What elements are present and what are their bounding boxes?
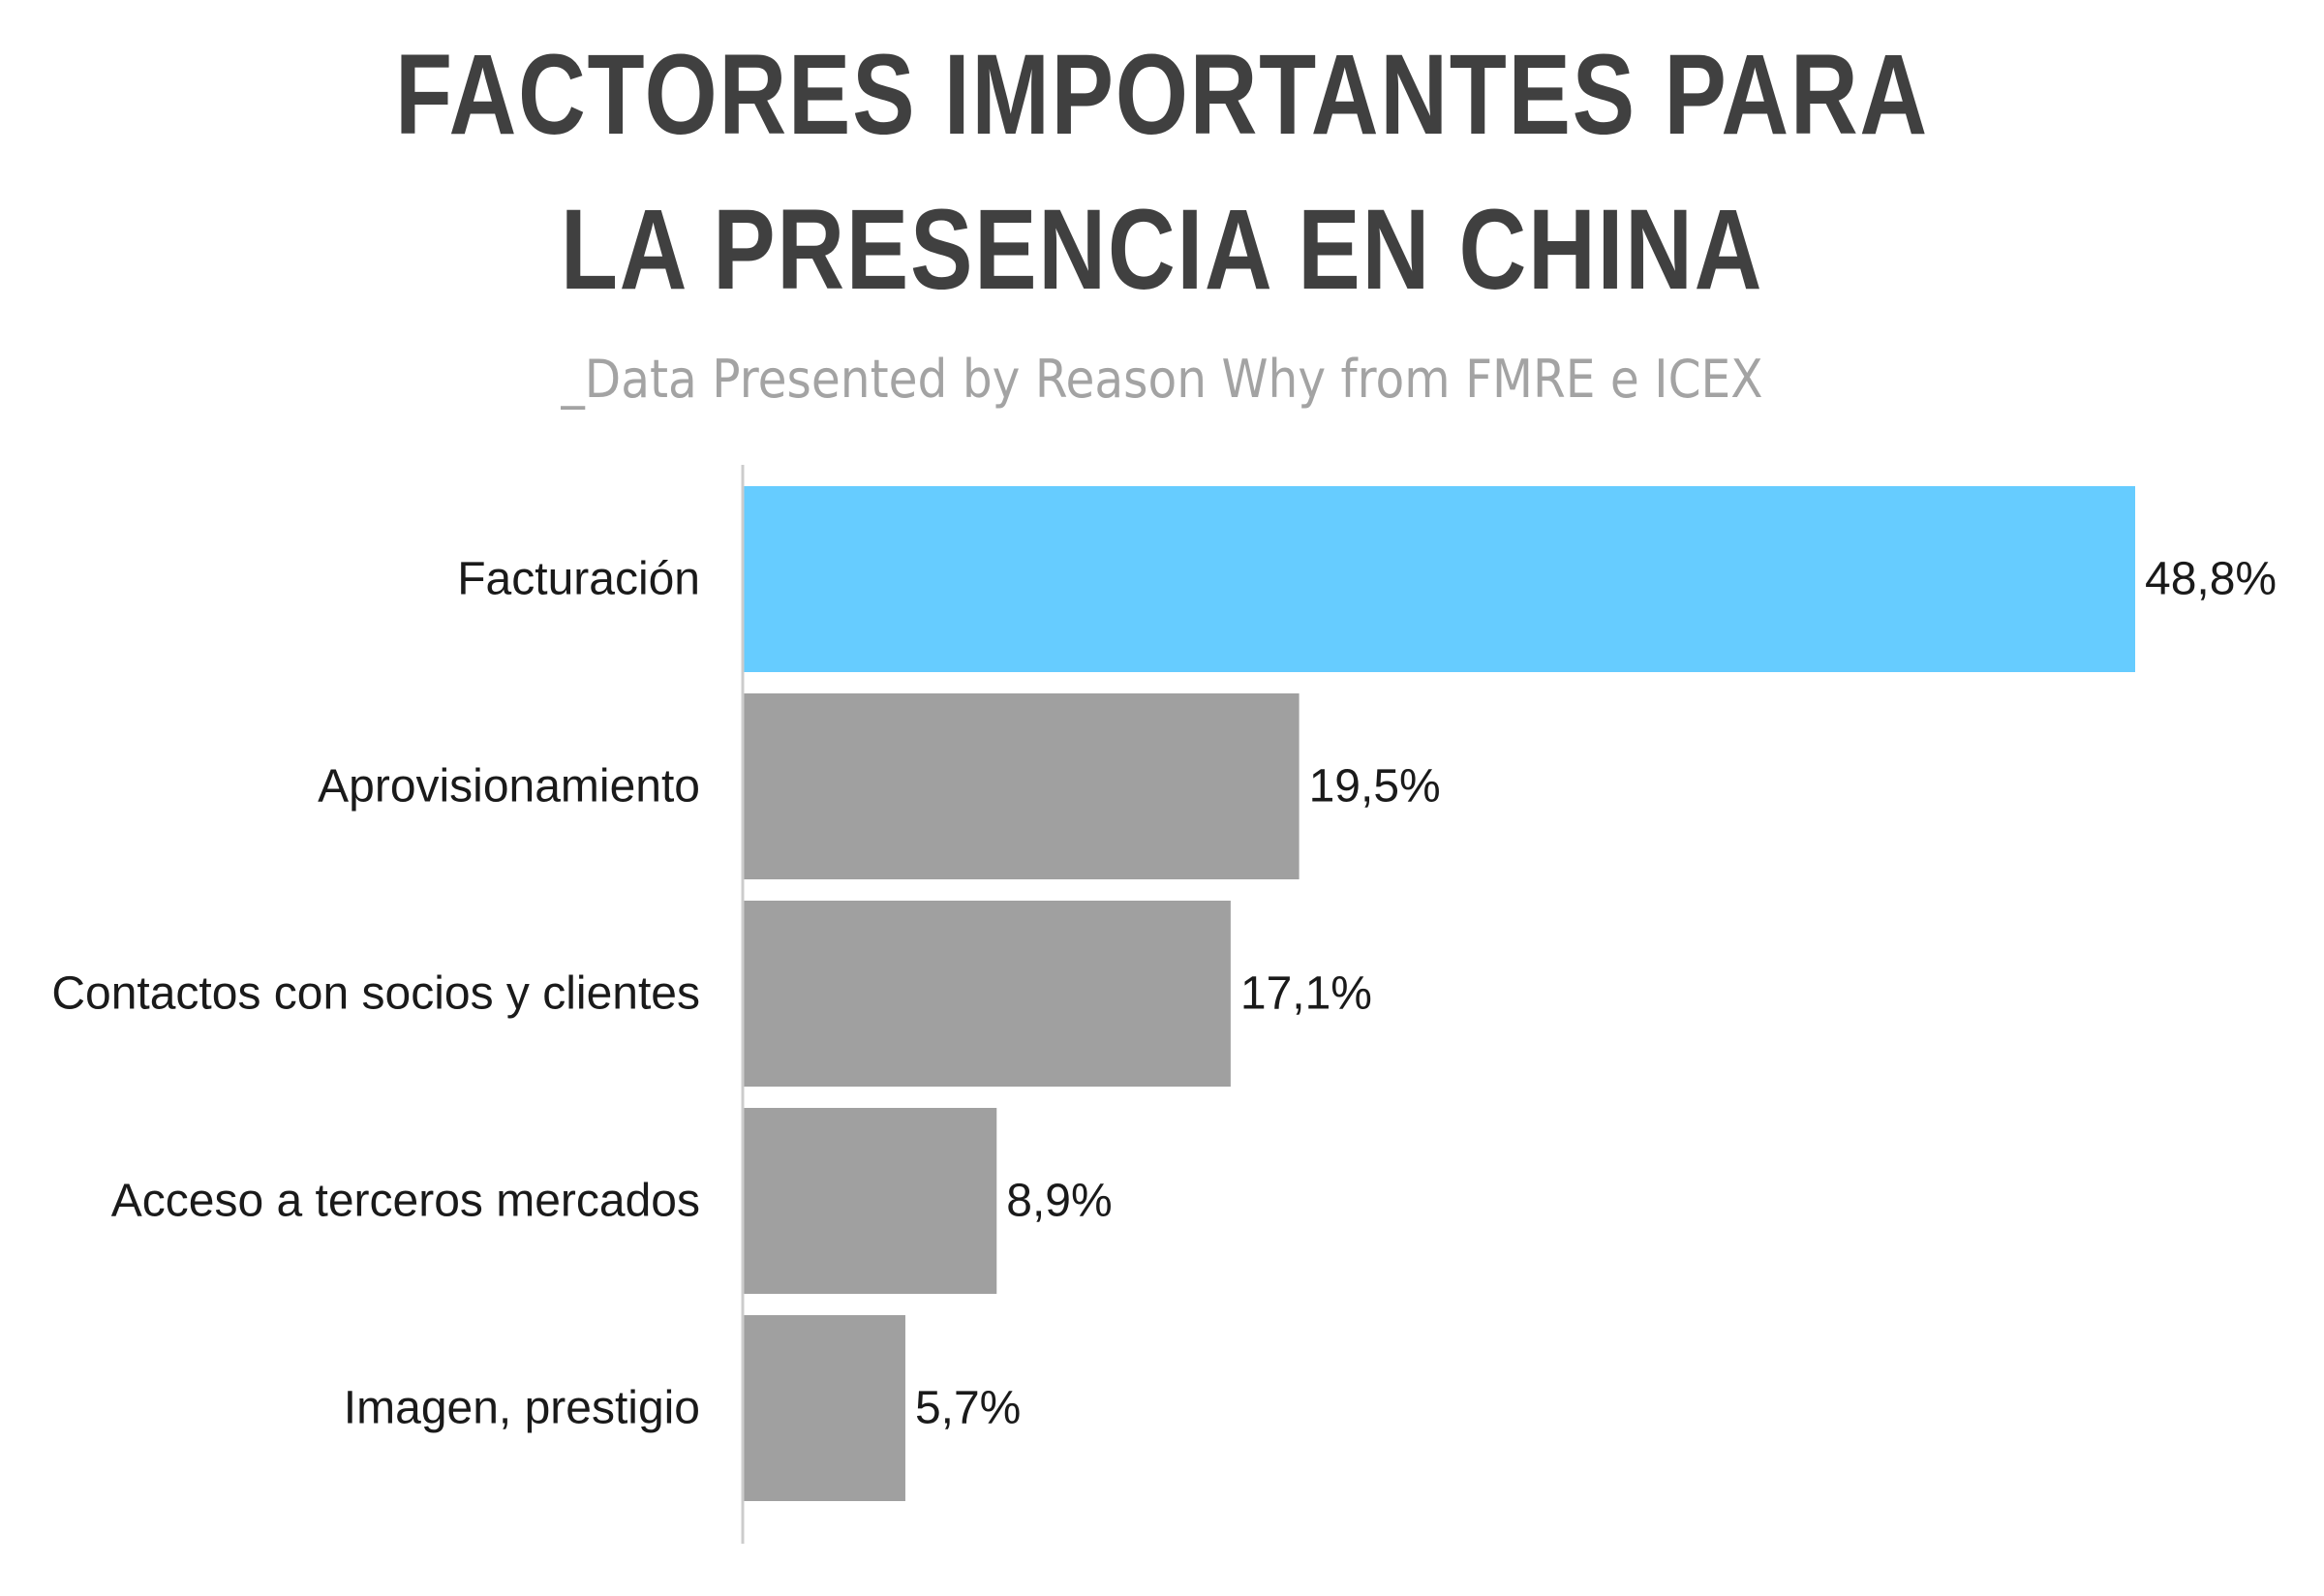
- bar-2: [743, 693, 1300, 879]
- chart-title: FACTORES IMPORTANTES PARA LA PRESENCIA E…: [209, 17, 2115, 327]
- value-label-4: 8,9%: [1006, 1176, 1112, 1227]
- chart-title-line-1: FACTORES IMPORTANTES PARA: [395, 31, 1929, 159]
- bar-1: [743, 486, 2135, 672]
- category-label-2: Aprovisionamiento: [318, 761, 700, 813]
- category-label-1: Facturación: [457, 554, 700, 605]
- value-label-1: 48,8%: [2145, 554, 2277, 605]
- bar-5: [743, 1315, 905, 1501]
- category-label-3: Contactos con socios y clientes: [51, 968, 700, 1020]
- bar-3: [743, 901, 1231, 1087]
- value-label-2: 19,5%: [1309, 761, 1441, 813]
- value-label-5: 5,7%: [915, 1383, 1021, 1434]
- chart-subtitle: _Data Presented by Reason Why from FMRE …: [561, 349, 1763, 410]
- bar-4: [743, 1108, 997, 1294]
- chart-title-line-2: LA PRESENCIA EN CHINA: [560, 186, 1764, 314]
- category-label-4: Acceso a terceros mercados: [111, 1176, 700, 1227]
- value-label-3: 17,1%: [1240, 968, 1372, 1020]
- category-label-5: Imagen, prestigio: [344, 1383, 700, 1434]
